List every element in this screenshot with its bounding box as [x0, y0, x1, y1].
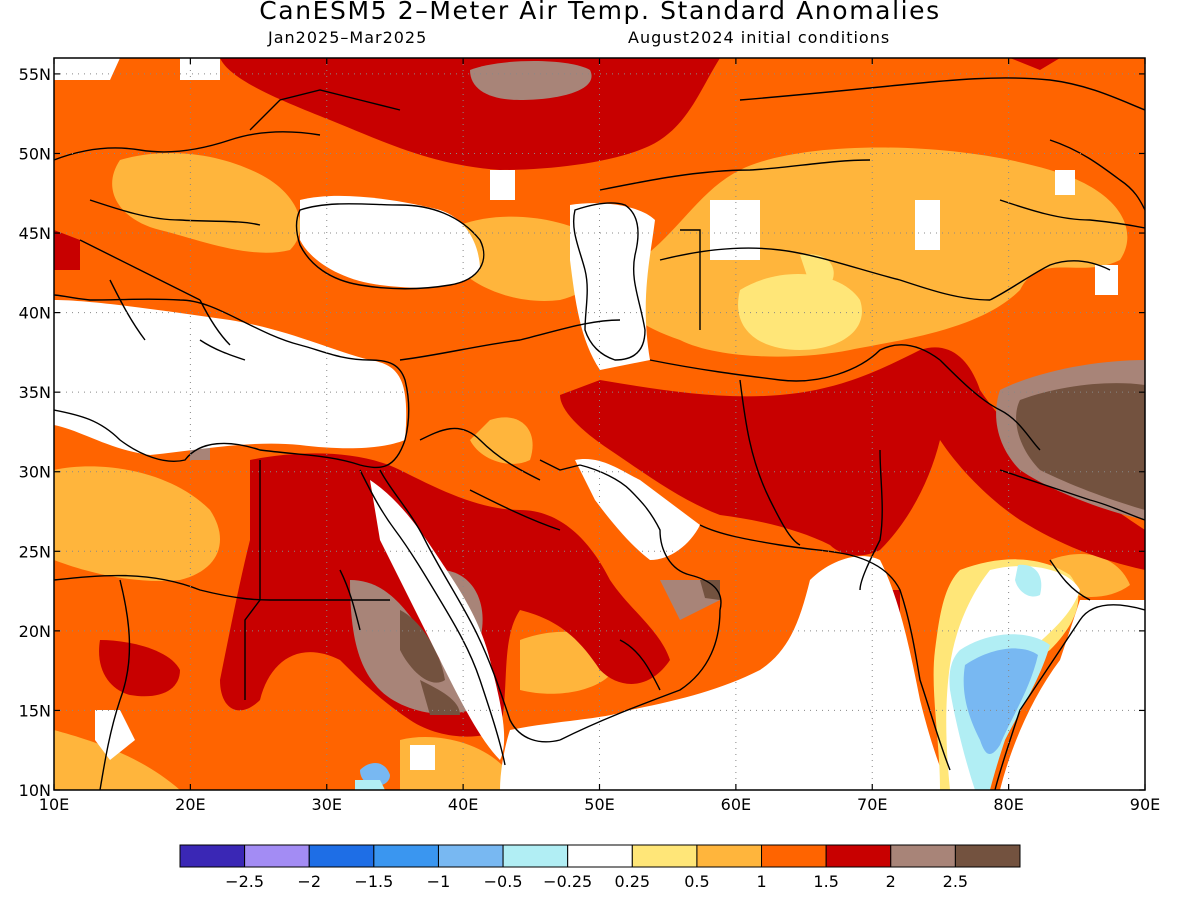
lat-tick-label: 30N: [19, 463, 51, 482]
legend-swatch: [761, 844, 827, 868]
lat-lon-grid: [54, 58, 1145, 790]
legend-swatch: [437, 844, 504, 868]
legend-swatch: [567, 844, 633, 868]
lon-tick-label: 80E: [993, 795, 1023, 814]
lat-tick-label: 15N: [19, 701, 51, 720]
lon-tick-label: 50E: [584, 795, 614, 814]
lon-tick-label: 10E: [39, 795, 69, 814]
anomaly-field: [54, 58, 1145, 790]
longitude-axis: 10E 20E 30E 40E 50E 60E 70E 80E 90E: [39, 58, 1160, 814]
legend-swatch: [890, 844, 956, 868]
legend-label: 2.5: [943, 872, 968, 891]
legend-swatch: [502, 844, 569, 868]
legend-label: −0.25: [543, 872, 592, 891]
lon-tick-label: 90E: [1130, 795, 1160, 814]
lat-tick-label: 55N: [19, 65, 51, 84]
anomaly-above-2p5-regions: [400, 383, 1145, 715]
initial-conditions: August2024 initial conditions: [628, 28, 891, 47]
legend-label: −0.5: [484, 872, 523, 891]
legend-label: 2: [886, 872, 896, 891]
lon-tick-label: 30E: [312, 795, 342, 814]
anomaly-0p25-0p5-regions: [738, 254, 862, 350]
legend-label: −1: [427, 872, 451, 891]
legend-swatch: [308, 844, 375, 868]
lat-tick-label: 35N: [19, 383, 51, 402]
legend-label: −2: [297, 872, 321, 891]
lon-tick-label: 70E: [857, 795, 887, 814]
lat-tick-label: 50N: [19, 144, 51, 163]
legend-swatch: [954, 844, 1021, 868]
lat-tick-label: 25N: [19, 542, 51, 561]
legend-swatch: [244, 844, 310, 868]
legend-label: 0.25: [614, 872, 650, 891]
legend-label: 0.5: [684, 872, 709, 891]
lon-tick-label: 40E: [448, 795, 478, 814]
latitude-axis: 10N 15N 20N 25N 30N 35N 40N 45N 50N 55N: [19, 65, 1145, 800]
legend-label: 1.5: [813, 872, 838, 891]
lat-tick-label: 10N: [19, 781, 51, 800]
near-zero-areas: [54, 58, 1145, 790]
legend-swatch: [825, 844, 892, 868]
lon-tick-label: 60E: [721, 795, 751, 814]
legend-label: −2.5: [225, 872, 264, 891]
lat-tick-label: 40N: [19, 304, 51, 323]
legend-label: 1: [756, 872, 766, 891]
lat-tick-label: 45N: [19, 224, 51, 243]
coastlines-and-borders: [54, 77, 1145, 790]
negative-anomaly-india: [355, 559, 1080, 790]
lon-tick-label: 20E: [175, 795, 205, 814]
legend-label: −1.5: [354, 872, 393, 891]
color-legend: −2.5 −2 −1.5 −1 −0.5 −0.25 0.25 0.5 1 1.5 2 2.5: [179, 844, 1021, 891]
map-title: CanESM5 2–Meter Air Temp. Standard Anoma…: [259, 0, 941, 25]
lat-tick-label: 20N: [19, 622, 51, 641]
legend-swatch: [696, 844, 763, 868]
legend-swatch: [179, 844, 246, 868]
forecast-period: Jan2025–Mar2025: [268, 28, 428, 47]
legend-swatch: [631, 844, 698, 868]
legend-swatch: [373, 844, 439, 868]
